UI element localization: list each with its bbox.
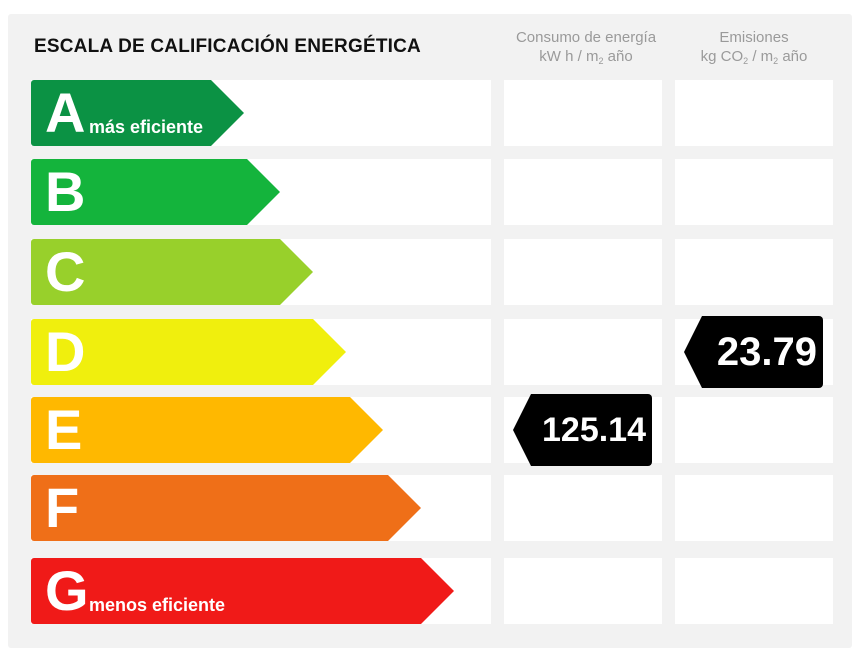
consumo-cell-f [504,475,662,541]
consumo-header-line1: Consumo de energía [515,29,657,46]
consumo-cell-d [504,319,662,385]
rating-bar-b: B [31,159,280,225]
emisiones-column-header: Emisiones kg CO2 / m2 año [672,28,836,66]
rating-letter: G [45,559,89,622]
consumo-cell-b [504,159,662,225]
rating-letter: D [45,320,86,383]
consumo-column-header: Consumo de energía kW h / m2 año [502,28,670,66]
emisiones-cell-c [675,239,833,305]
emisiones-cell-a [675,80,833,146]
emisiones-marker: 23.79 [684,316,823,388]
rating-bar-e: E [31,397,383,463]
emisiones-cell-f [675,475,833,541]
rating-bar-c: C [31,239,313,305]
emisiones-marker-value: 23.79 [716,330,817,374]
rating-letter: A [45,81,86,144]
rating-letter: F [45,476,80,539]
emisiones-header-line1: Emisiones [719,29,789,46]
rating-letter: E [45,398,83,461]
rating-bar-d: D [31,319,346,385]
emisiones-cell-b [675,159,833,225]
consumo-cell-a [504,80,662,146]
consumo-marker: 125.14 [513,394,652,466]
rating-letter: C [45,240,86,303]
emisiones-header-units: kg CO2 / m2 año [700,48,808,66]
consumo-cell-c [504,239,662,305]
emisiones-cell-e [675,397,833,463]
consumo-marker-value: 125.14 [542,411,646,449]
consumo-header-units: kW h / m2 año [539,48,633,66]
consumo-cell-g [504,558,662,624]
rating-description: más eficiente [89,117,204,137]
emisiones-cell-g [675,558,833,624]
rating-description: menos eficiente [89,595,226,615]
chart-title: ESCALA DE CALIFICACIÓN ENERGÉTICA [34,36,421,57]
rating-letter: B [45,160,86,223]
rating-bar-f: F [31,475,421,541]
